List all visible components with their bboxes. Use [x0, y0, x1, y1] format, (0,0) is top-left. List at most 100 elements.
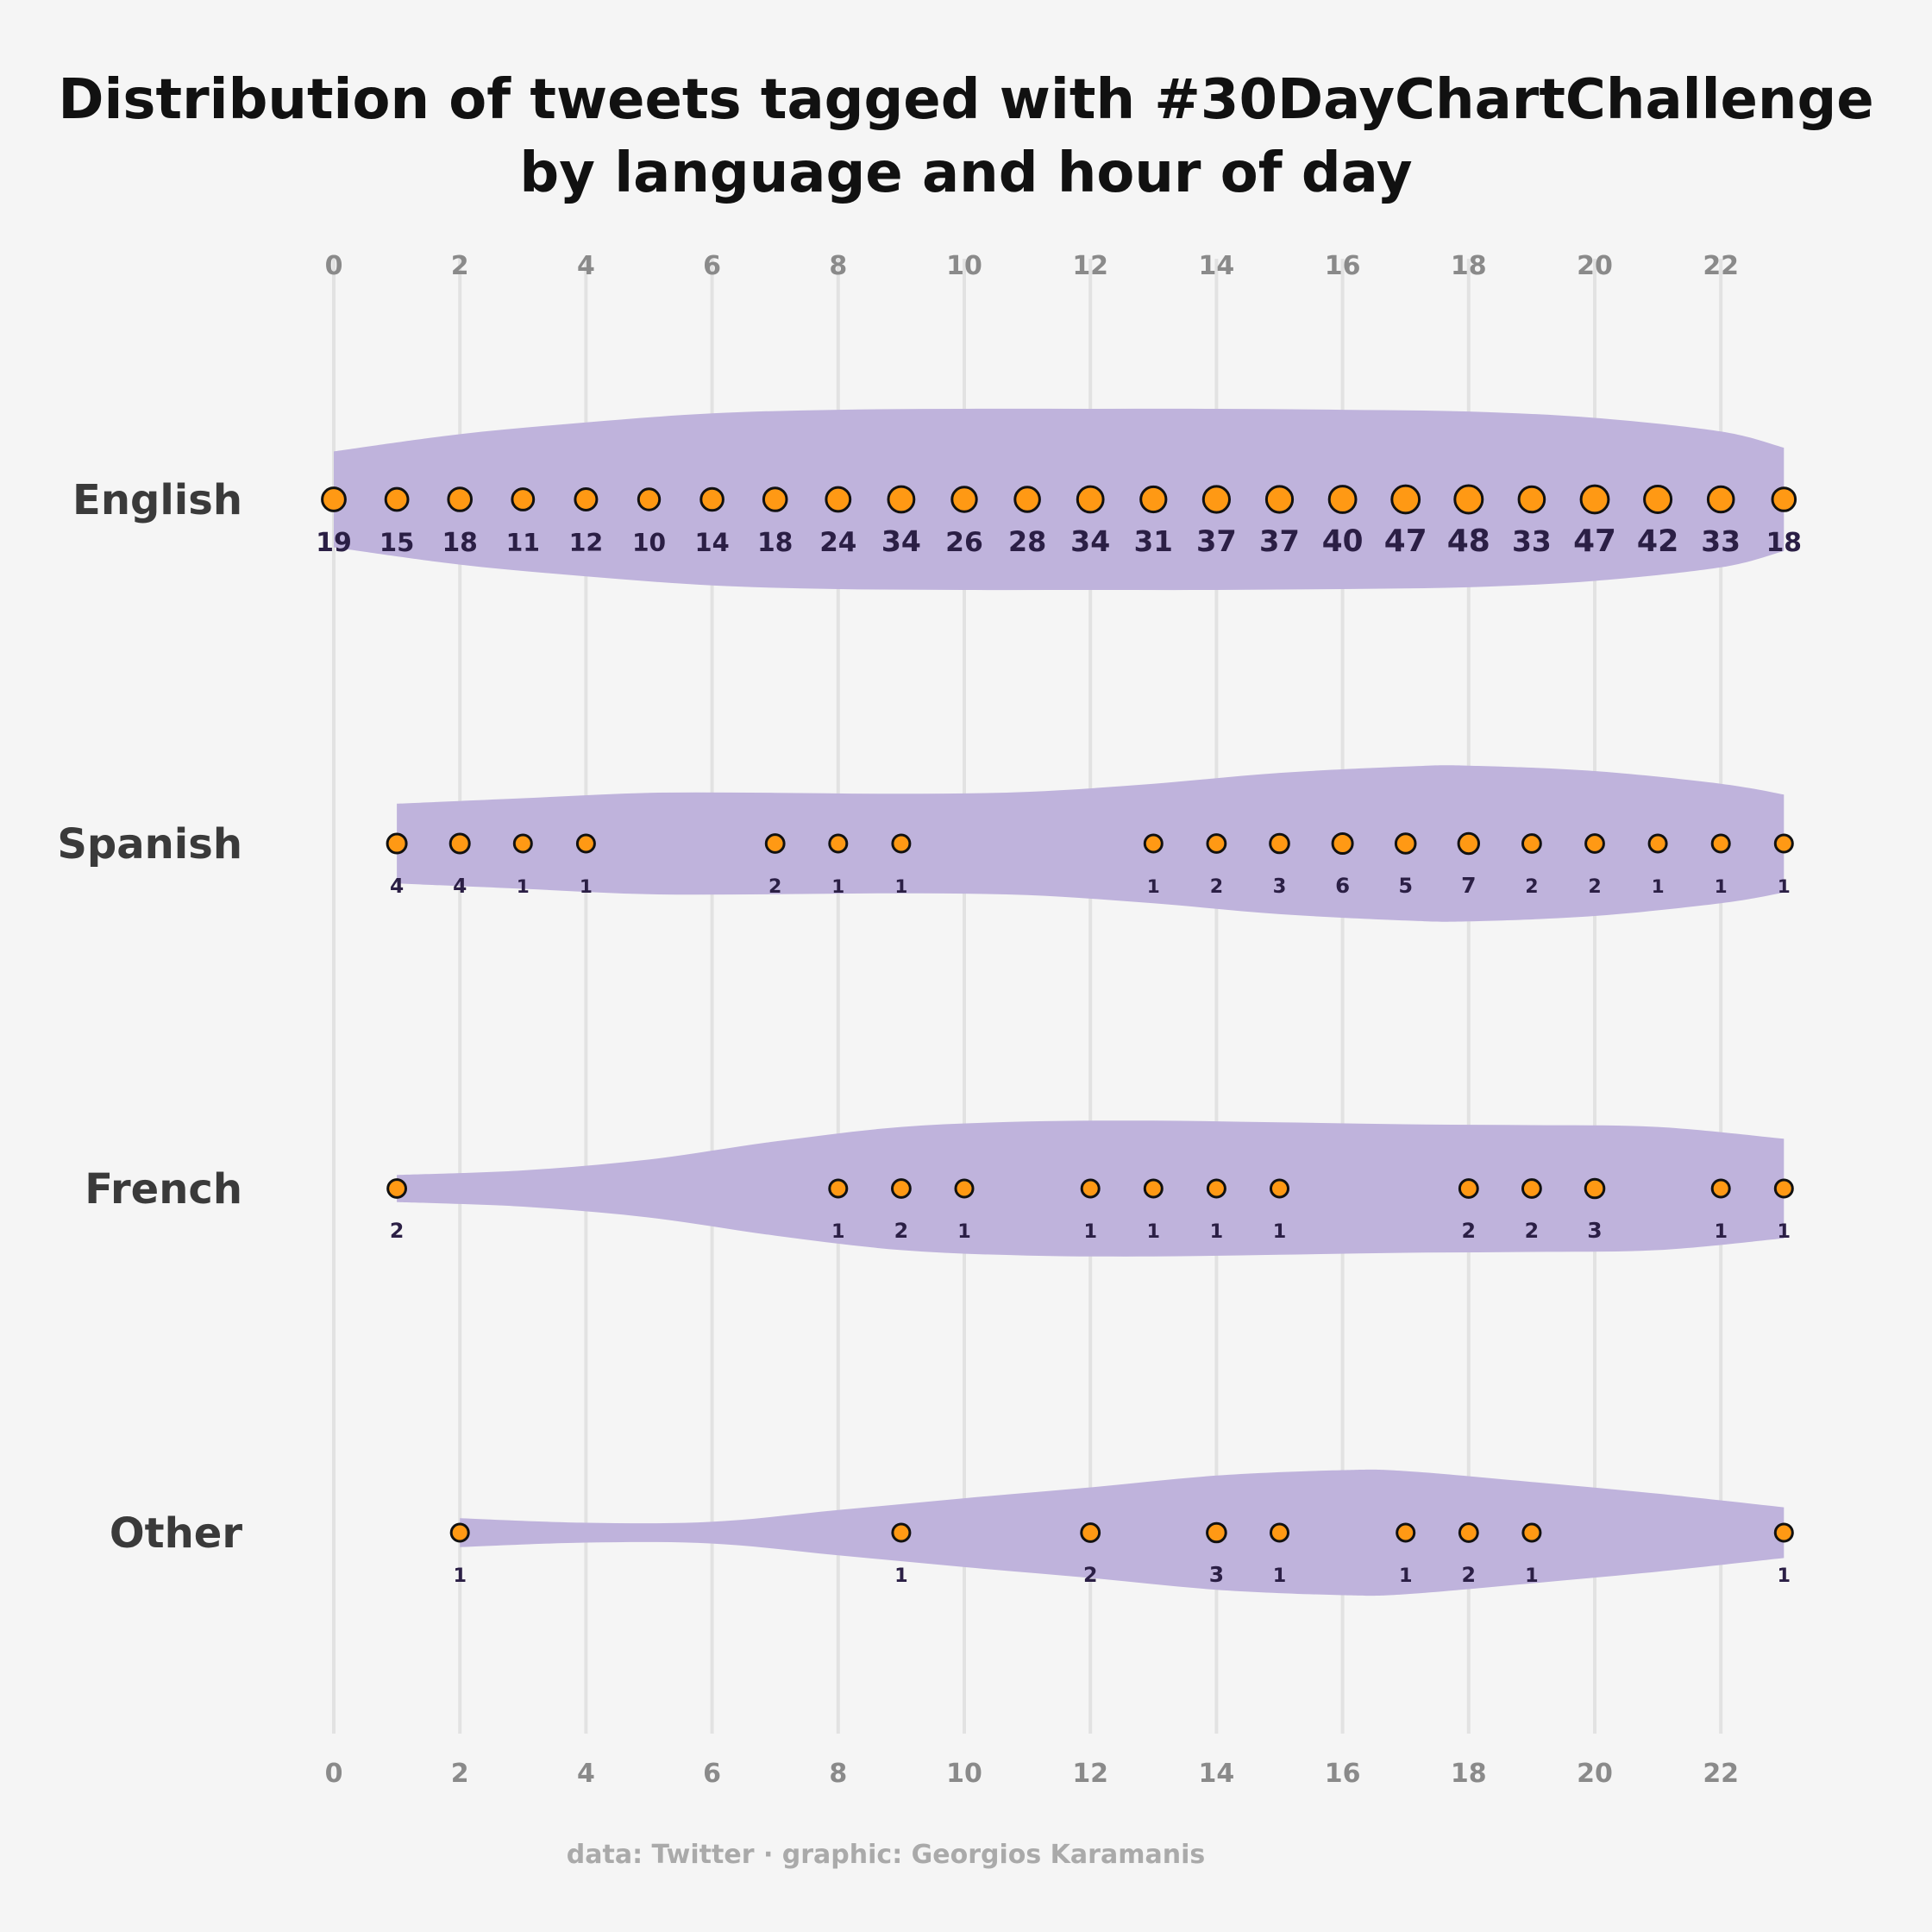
value-label-french-hour-13: 1	[1147, 1220, 1161, 1243]
value-label-french-hour-22: 1	[1714, 1220, 1728, 1243]
value-label-english-hour-6: 14	[694, 528, 729, 557]
dot-spanish-hour-14	[1206, 833, 1227, 854]
x-tick-top-16: 16	[1325, 251, 1361, 281]
dot-spanish-hour-2	[448, 832, 471, 855]
x-tick-top-6: 6	[703, 251, 721, 281]
value-label-english-hour-1: 15	[380, 528, 415, 557]
value-label-other-hour-14: 3	[1209, 1562, 1224, 1587]
row-english: English 19 15 18 11 12 10 14 18 24 34 26 28 34 31 37 37 4…	[72, 408, 1802, 591]
dot-other-hour-18	[1458, 1522, 1479, 1543]
value-label-other-hour-23: 1	[1778, 1565, 1791, 1587]
value-label-french-hour-8: 1	[831, 1220, 845, 1243]
value-label-spanish-hour-14: 2	[1210, 875, 1223, 898]
dot-french-hour-15	[1270, 1178, 1289, 1199]
row-french: French 2 1 2 1 1 1 1 1 2 2 3 1 1	[85, 1120, 1794, 1257]
value-label-english-hour-20: 47	[1573, 524, 1616, 559]
dot-english-hour-18	[1453, 484, 1484, 515]
dot-french-hour-10	[954, 1178, 975, 1199]
category-label-other: Other	[110, 1509, 242, 1558]
chart-title-line-2: by language and hour of day	[519, 141, 1412, 205]
value-label-english-hour-3: 11	[506, 529, 540, 557]
x-tick-top-22: 22	[1703, 251, 1739, 281]
value-label-spanish-hour-20: 2	[1588, 875, 1601, 898]
value-label-french-hour-1: 2	[390, 1219, 404, 1243]
value-label-spanish-hour-22: 1	[1715, 876, 1728, 898]
violin-english	[334, 408, 1785, 591]
x-tick-top-0: 0	[325, 251, 343, 281]
dot-english-hour-1	[384, 486, 410, 512]
x-tick-top-20: 20	[1577, 251, 1613, 281]
value-label-english-hour-15: 37	[1259, 524, 1300, 558]
value-label-english-hour-14: 37	[1196, 524, 1237, 558]
value-label-english-hour-7: 18	[757, 528, 793, 558]
value-label-english-hour-4: 12	[569, 529, 604, 557]
dot-spanish-hour-17	[1394, 832, 1417, 855]
value-label-french-hour-23: 1	[1778, 1220, 1791, 1243]
dot-french-hour-18	[1458, 1178, 1479, 1199]
dot-french-hour-12	[1080, 1178, 1101, 1199]
dot-english-hour-22	[1706, 485, 1735, 514]
chart-caption: data: Twitter · graphic: Georgios Karama…	[567, 1840, 1205, 1870]
value-label-spanish-hour-13: 1	[1147, 876, 1160, 898]
value-label-english-hour-9: 34	[881, 524, 921, 558]
value-label-french-hour-18: 2	[1462, 1219, 1476, 1243]
dot-english-hour-13	[1139, 485, 1168, 514]
value-label-spanish-hour-2: 4	[453, 875, 467, 898]
dot-other-hour-15	[1270, 1522, 1289, 1543]
dot-french-hour-19	[1521, 1178, 1542, 1199]
value-label-other-hour-19: 1	[1525, 1565, 1539, 1587]
chart-title-line-1: Distribution of tweets tagged with #30Da…	[58, 68, 1873, 132]
row-spanish: Spanish 4 4 1 1 2 1 1 1 2 3 6 5 7 2 2 1 1 1	[57, 765, 1794, 922]
value-label-spanish-hour-19: 2	[1525, 875, 1538, 898]
value-label-english-hour-2: 18	[442, 528, 477, 558]
dot-english-hour-19	[1517, 485, 1546, 514]
value-label-french-hour-20: 3	[1587, 1218, 1602, 1243]
dot-other-hour-2	[449, 1522, 470, 1543]
x-tick-bottom-16: 16	[1325, 1759, 1361, 1789]
dot-spanish-hour-8	[828, 833, 849, 854]
dot-english-hour-17	[1390, 484, 1421, 515]
value-label-english-hour-21: 42	[1637, 524, 1678, 559]
dot-other-hour-12	[1080, 1522, 1101, 1543]
value-label-spanish-hour-21: 1	[1652, 876, 1665, 898]
x-tick-top-18: 18	[1451, 251, 1487, 281]
value-label-spanish-hour-4: 1	[580, 876, 593, 898]
value-label-french-hour-15: 1	[1273, 1220, 1287, 1243]
value-label-spanish-hour-7: 2	[768, 875, 781, 898]
dot-english-hour-10	[950, 486, 978, 513]
row-other: Other 1 1 2 3 1 1 2 1 1	[110, 1469, 1794, 1596]
dot-spanish-hour-9	[891, 833, 912, 854]
value-label-spanish-hour-8: 1	[831, 876, 844, 898]
x-tick-top-4: 4	[577, 251, 595, 281]
x-tick-top-8: 8	[829, 251, 847, 281]
dot-english-hour-15	[1264, 485, 1295, 514]
dot-english-hour-14	[1201, 485, 1232, 514]
value-label-other-hour-17: 1	[1399, 1565, 1413, 1587]
value-label-spanish-hour-17: 5	[1398, 874, 1413, 898]
dot-spanish-hour-16	[1331, 832, 1354, 855]
x-axis-bottom: 0 2 4 6 8 10 12 14 16 18 20 22	[325, 1759, 1740, 1789]
dot-french-hour-1	[386, 1178, 408, 1199]
dot-spanish-hour-19	[1521, 833, 1542, 854]
value-label-other-hour-9: 1	[894, 1565, 908, 1587]
dot-english-hour-2	[447, 486, 474, 512]
dot-spanish-hour-20	[1584, 833, 1605, 854]
dot-spanish-hour-21	[1647, 833, 1668, 854]
value-label-other-hour-15: 1	[1273, 1565, 1287, 1587]
dot-english-hour-11	[1013, 486, 1041, 513]
x-tick-top-12: 12	[1072, 251, 1108, 281]
x-tick-bottom-4: 4	[577, 1759, 595, 1789]
dot-english-hour-7	[762, 486, 788, 512]
value-label-english-hour-23: 18	[1766, 528, 1802, 558]
value-label-spanish-hour-9: 1	[894, 876, 907, 898]
value-label-spanish-hour-15: 3	[1273, 875, 1287, 898]
dot-spanish-hour-22	[1710, 833, 1731, 854]
x-tick-bottom-22: 22	[1703, 1759, 1739, 1789]
category-label-english: English	[72, 476, 242, 524]
value-label-english-hour-16: 40	[1322, 524, 1364, 559]
dot-spanish-hour-1	[386, 832, 408, 855]
value-label-english-hour-5: 10	[632, 529, 666, 557]
x-tick-bottom-0: 0	[325, 1759, 343, 1789]
